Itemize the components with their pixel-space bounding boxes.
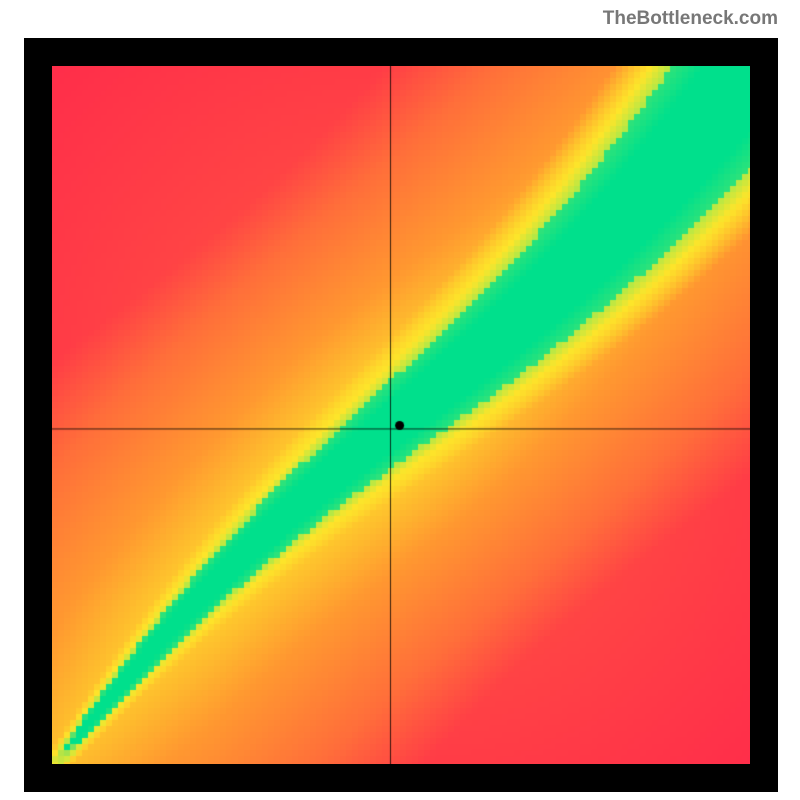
chart-container: TheBottleneck.com bbox=[0, 0, 800, 800]
attribution-text: TheBottleneck.com bbox=[603, 8, 778, 30]
chart-frame bbox=[24, 38, 778, 792]
heatmap-canvas bbox=[52, 66, 750, 764]
